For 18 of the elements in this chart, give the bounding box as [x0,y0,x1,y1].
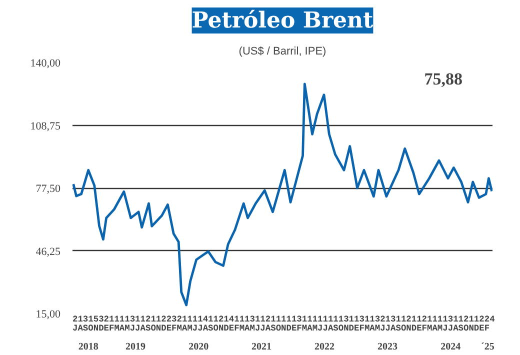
x-tick-label: 2023 [377,342,398,352]
y-tick-label: 77,50 [36,183,61,195]
x-tick-label: ´25 [481,342,494,352]
x-tick-label: 2021 [252,342,272,352]
x-tick-label: 2019 [125,342,146,352]
x-tick-label: 2018 [78,342,98,352]
x-tick-label: 2020 [188,342,209,352]
y-tick-label: 108,75 [30,120,61,132]
chart-subtitle: (US$ / Barril, IPE) [238,46,326,58]
text: 213153211113112112232111141121411131121111131111111131131132131121121111311211224 [72,314,495,324]
chart-title: Petróleo Brent [192,8,374,34]
y-tick-label: 140,00 [30,58,61,70]
x-tick-label: 2024 [440,342,461,352]
y-tick-label: 46,25 [36,246,61,258]
y-tick-label: 15,00 [36,308,61,320]
x-tick-label: 2022 [314,342,334,352]
text: JASONDEFMAMJJASONDEFMAMJJASONDEFMAMJJASONDEFMAMJJASONDEFMAMJJASONDEFMAMJJASONDEF [72,324,490,334]
annotation: 75,88 [424,70,462,88]
